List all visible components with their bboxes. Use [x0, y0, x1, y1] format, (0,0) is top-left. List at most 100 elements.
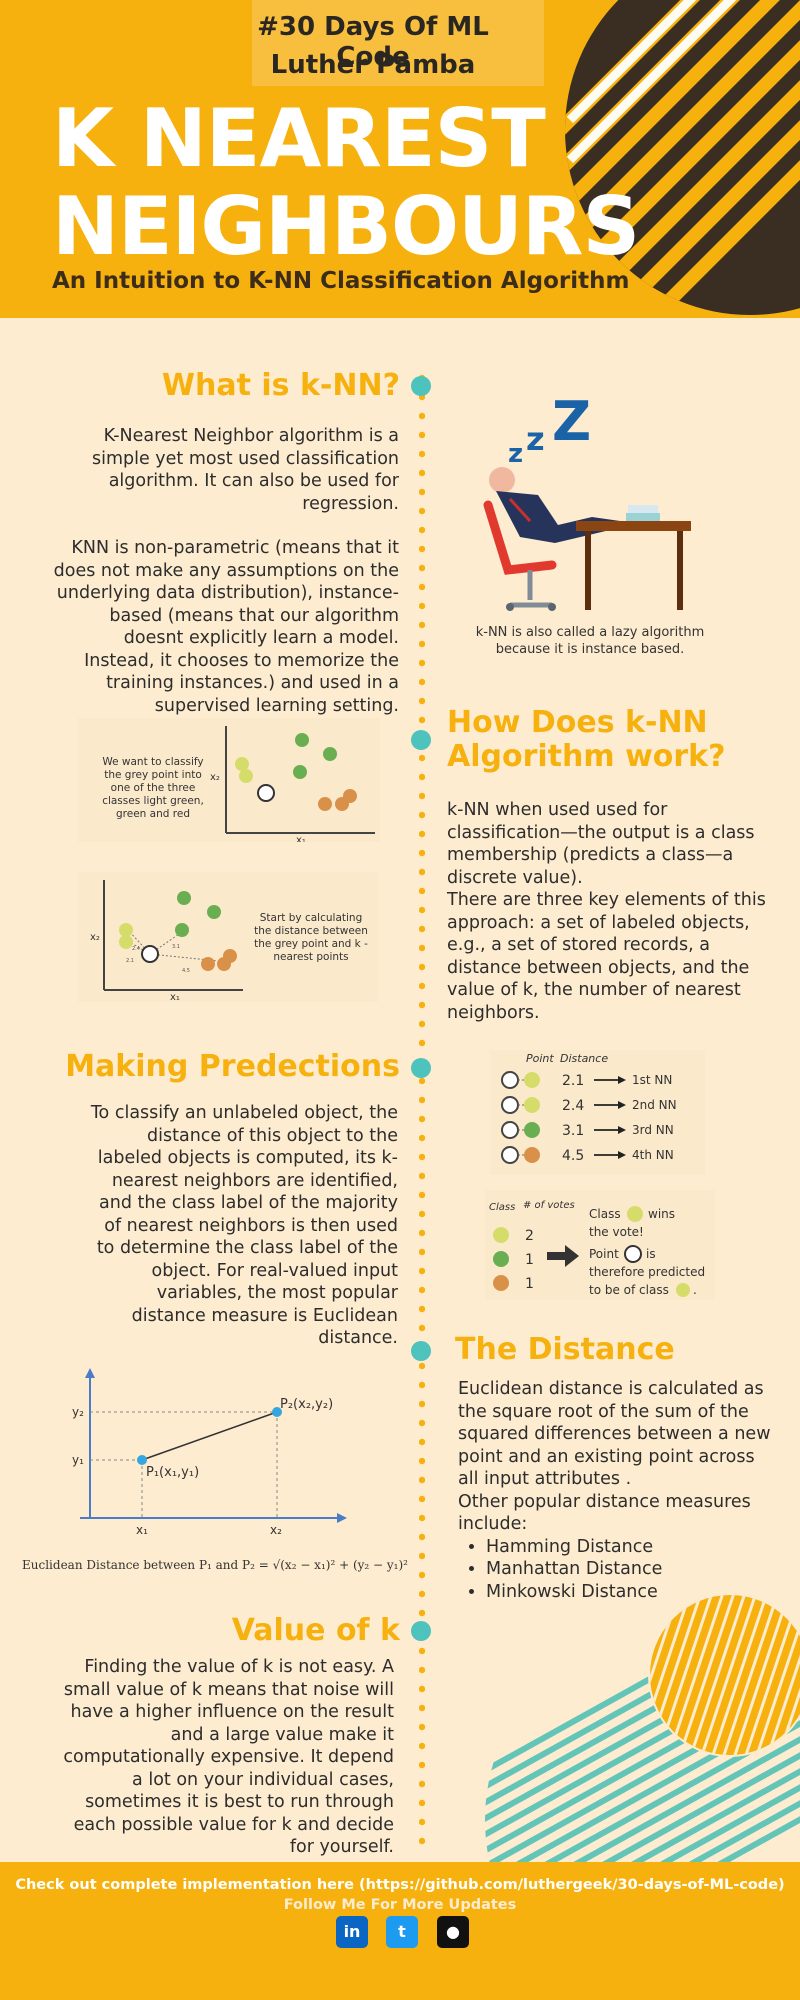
graph-p1-label: P₁(x₁,y₁): [146, 1465, 199, 1480]
timeline-dot: [419, 678, 425, 686]
section-heading-value-k: Value of k: [231, 1613, 400, 1648]
neighbor-point-icon: [524, 1072, 540, 1088]
timeline-dot: [419, 925, 425, 933]
teal-stripe: [485, 1763, 800, 1862]
linkedin-icon[interactable]: in: [336, 1916, 368, 1948]
query-point-icon: [501, 1146, 519, 1164]
timeline-dot: [419, 963, 425, 971]
class-swatch-icon: [493, 1275, 509, 1291]
knn-diagram-2: x₂ x₁ 2.4 2.1 3.1 4.5 Start by calculati…: [78, 872, 378, 1002]
arrow-head-icon: [618, 1101, 626, 1109]
timeline-dot: [419, 431, 425, 439]
timeline-dot: [419, 469, 425, 477]
graph-y2-label: y₂: [72, 1405, 84, 1419]
section-heading-what-is: What is k-NN?: [161, 368, 400, 403]
timeline-node-value-k: [411, 1621, 431, 1641]
timeline-dot: [419, 1115, 425, 1123]
nn-distance-value: 2.1: [562, 1073, 584, 1089]
how-para-1: k-NN when used used for classification—t…: [447, 800, 755, 888]
lazy-person-illustration: z z Z: [483, 395, 691, 611]
timeline-dot: [419, 1362, 425, 1370]
timeline-dot: [419, 583, 425, 591]
diagram2-caption: Start by calculating the distance betwee…: [254, 912, 368, 963]
neighbor-point-icon: [524, 1097, 540, 1113]
vote-panel-graphic: Class # of votes 2 1 1 Class wins the vote…: [489, 1200, 705, 1297]
arrow-head-icon: [618, 1126, 626, 1134]
arrow-right-icon: [547, 1245, 579, 1267]
timeline-dot: [419, 1305, 425, 1313]
timeline-dot: [419, 507, 425, 515]
nn-rank-label: 1st NN: [632, 1073, 672, 1087]
what-is-para-2: KNN is non-parametric (means that it doe…: [53, 538, 399, 716]
timeline-dot: [419, 1609, 425, 1617]
list-item: Minkowski Distance: [486, 1581, 778, 1604]
main-title-line-1: K NEAREST: [52, 92, 546, 185]
yellow-stripe: [706, 1595, 770, 1755]
vote-count: 1: [525, 1276, 534, 1292]
timeline-dot: [419, 982, 425, 990]
dist-label-4: 4.5: [182, 968, 190, 974]
footer-github-link[interactable]: Check out complete implementation here (…: [15, 1877, 785, 1893]
result-is-label: is: [646, 1247, 656, 1261]
class-swatch-icon: [493, 1227, 509, 1243]
twitter-icon[interactable]: t: [386, 1916, 418, 1948]
timeline-dot: [419, 1286, 425, 1294]
vote-count: 2: [525, 1228, 534, 1244]
timeline-dot: [419, 545, 425, 553]
nn-rank-label: 3rd NN: [632, 1123, 674, 1137]
vote-panel: Class # of votes 2 1 1 Class wins the vote…: [485, 1190, 715, 1300]
dist-label-2: 2.1: [126, 958, 134, 964]
timeline-dot: [419, 1077, 425, 1085]
timeline-dot: [419, 1248, 425, 1256]
timeline-dot: [419, 792, 425, 800]
query-point-icon: [501, 1071, 519, 1089]
timeline-dot: [419, 1552, 425, 1560]
timeline-dot: [419, 1381, 425, 1389]
timeline-dot: [419, 1837, 425, 1845]
timeline-dot: [419, 1457, 425, 1465]
arrow-head-icon: [618, 1151, 626, 1159]
teal-stripe: [485, 1779, 800, 1862]
nn-rank-label: 4th NN: [632, 1148, 674, 1162]
result-point-label: Point: [589, 1247, 619, 1261]
list-item: Hamming Distance: [486, 1536, 778, 1559]
table-header-point: Point: [526, 1052, 554, 1065]
diagram1-caption: We want to classify the grey point into …: [102, 756, 204, 820]
diagram1-axis-x: x₁: [296, 835, 306, 842]
timeline-dot: [419, 1267, 425, 1275]
graph-y1-label: y₁: [72, 1453, 84, 1467]
predictions-text: To classify an unlabeled object, the dis…: [90, 1103, 398, 1348]
query-point-icon: [501, 1096, 519, 1114]
dist-label-3: 3.1: [172, 944, 180, 950]
what-is-text: K-Nearest Neighbor algorithm is a simple…: [50, 425, 399, 739]
list-item: Manhattan Distance: [486, 1558, 778, 1581]
timeline-dot: [419, 1210, 425, 1218]
timeline-dot: [419, 1229, 425, 1237]
timeline-dot: [419, 754, 425, 762]
section-heading-distance: The Distance: [455, 1332, 675, 1367]
timeline-dot: [419, 887, 425, 895]
yellow-stripe: [717, 1595, 781, 1755]
distance-text: Euclidean distance is calculated as the …: [458, 1378, 778, 1603]
author-box: [252, 0, 544, 86]
timeline-dot: [419, 450, 425, 458]
timeline-dot: [419, 1723, 425, 1731]
zzz-icon: z: [508, 439, 523, 469]
timeline-dot: [419, 1685, 425, 1693]
yellow-stripe: [684, 1595, 748, 1755]
timeline-dot: [419, 1096, 425, 1104]
diagram2-axis-y: x₂: [90, 932, 100, 943]
nn-rank-label: 2nd NN: [632, 1098, 677, 1112]
timeline-dot: [419, 1533, 425, 1541]
timeline-node-predictions: [411, 1058, 431, 1078]
timeline-dot: [419, 526, 425, 534]
timeline-node-distance: [411, 1341, 431, 1361]
github-icon[interactable]: ●: [437, 1916, 469, 1948]
formula-math: √(x₂ − x₁)² + (y₂ − y₁)²: [272, 1558, 408, 1572]
arrow-head-icon: [618, 1076, 626, 1084]
distance-para-2: Other popular distance measures include:: [458, 1491, 751, 1535]
nn-distance-value: 2.4: [562, 1098, 584, 1114]
timeline-dot: [419, 1324, 425, 1332]
timeline-dot: [419, 412, 425, 420]
result-wins-label: wins: [648, 1207, 675, 1221]
